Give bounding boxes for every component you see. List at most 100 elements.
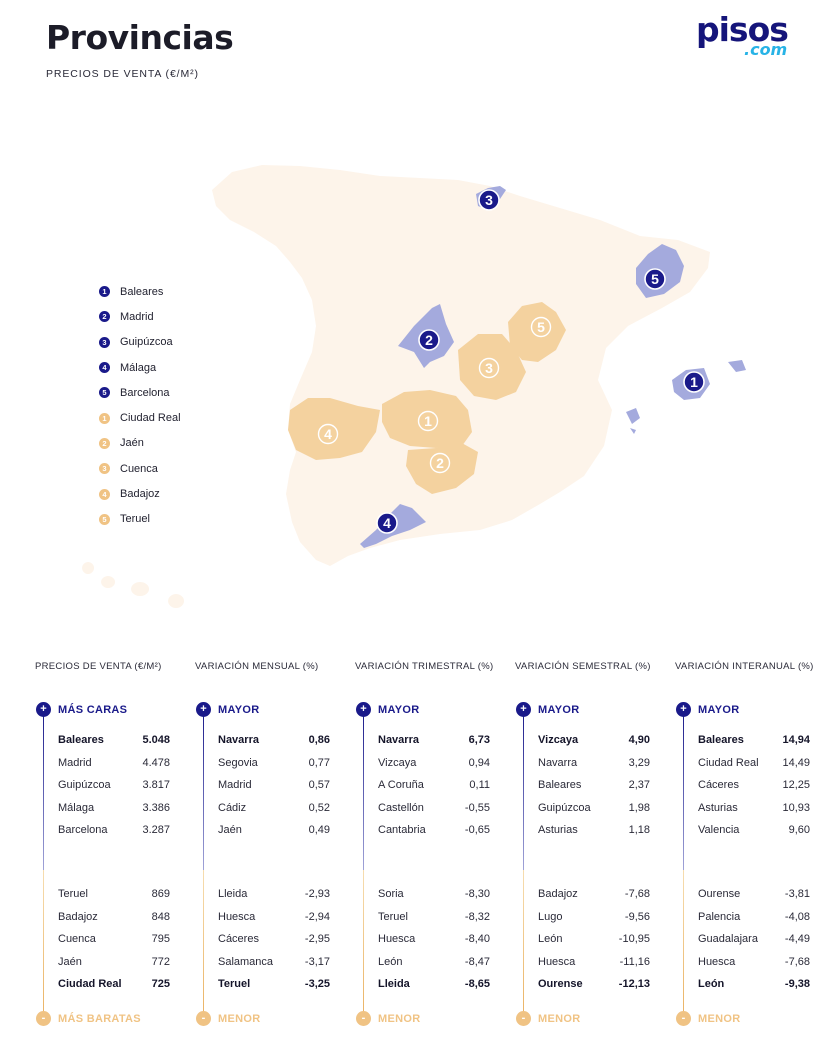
province-name: Vizcaya (538, 734, 579, 746)
province-name: A Coruña (378, 779, 424, 792)
province-value: -3,25 (304, 978, 330, 991)
province-value: -2,93 (304, 888, 330, 900)
column-line-top (203, 710, 204, 900)
province-name: Lleida (218, 888, 248, 900)
top-ranking-list: Vizcaya 4,90 Navarra 3,29 Baleares 2,37 Guipúz… (538, 733, 650, 846)
province-value: 4.478 (142, 756, 170, 769)
legend-label: Madrid (120, 310, 154, 323)
legend-number-badge: 5 (99, 387, 110, 399)
province-name: Madrid (218, 779, 252, 792)
province-value: 3.817 (142, 779, 170, 792)
ranking-row: Guipúzcoa 1,98 (538, 801, 650, 824)
province-name: Palencia (698, 910, 741, 923)
legend-label: Cuenca (120, 462, 158, 475)
plus-icon: + (356, 702, 371, 717)
top-ranking-list: Navarra 0,86 Segovia 0,77 Madrid 0,57 Cádiz 0,5… (218, 733, 330, 846)
map-marker-ja-n: 2 (429, 452, 451, 474)
province-value: 2,37 (628, 779, 650, 792)
column-variacion-semestral: VARIACIÓN SEMESTRAL (%) + - MAYOR MENOR Vizca… (515, 660, 665, 1040)
province-name: Navarra (538, 756, 578, 769)
province-value: 772 (151, 955, 170, 968)
column-line-bottom (683, 870, 684, 1020)
ranking-row: A Coruña 0,11 (378, 778, 490, 801)
ranking-row: Soria -8,30 (378, 887, 490, 910)
ranking-row: Lleida -8,65 (378, 977, 490, 1000)
ranking-row: Baleares 14,94 (698, 733, 810, 756)
map-marker-baleares: 1 (683, 371, 705, 393)
bottom-ranking-list: Soria -8,30 Teruel -8,32 Huesca -8,40 León -8,4… (378, 887, 490, 1000)
column-line-bottom (203, 870, 204, 1020)
province-name: Cádiz (218, 801, 247, 814)
legend-number-badge: 4 (99, 362, 110, 374)
ranking-row: Guipúzcoa 3.817 (58, 778, 170, 801)
map-marker-number: 3 (485, 192, 493, 208)
province-value: 0,57 (308, 779, 330, 792)
province-value: 0,11 (469, 779, 490, 792)
province-name: Soria (378, 888, 404, 900)
province-value: -4,49 (784, 933, 810, 946)
ranking-row: Lugo -9,56 (538, 910, 650, 933)
province-value: -11,16 (619, 955, 650, 968)
legend-item: 5 Barcelona (99, 380, 181, 405)
ranking-row: Badajoz 848 (58, 910, 170, 933)
column-line-top (523, 710, 524, 900)
legend-label: Teruel (120, 513, 150, 526)
logo-main-text: pisos (696, 10, 789, 49)
ranking-row: Navarra 6,73 (378, 733, 490, 756)
province-name: Asturias (698, 801, 738, 814)
minus-icon: - (356, 1011, 371, 1026)
map-marker-number: 3 (485, 360, 493, 376)
column-line-bottom (523, 870, 524, 1020)
legend-number-badge: 3 (99, 463, 110, 475)
legend-item: 3 Cuenca (99, 456, 181, 481)
province-value: -3,17 (304, 955, 330, 968)
minus-icon: - (196, 1011, 211, 1026)
province-value: 725 (151, 978, 170, 991)
legend-label: Guipúzcoa (120, 336, 173, 349)
plus-icon: + (676, 702, 691, 717)
bottom-ranking-list: Teruel 869 Badajoz 848 Cuenca 795 Jaén 772 Ciuda… (58, 887, 170, 1000)
minus-icon: - (36, 1011, 51, 1026)
map-marker-number: 1 (424, 413, 432, 429)
pisos-com-logo[interactable]: pisos .com (696, 10, 792, 66)
map-marker-m-laga: 4 (376, 512, 398, 534)
legend-item: 5 Teruel (99, 507, 181, 532)
legend-label: Ciudad Real (120, 412, 181, 425)
province-name: León (538, 933, 563, 946)
ranking-row: Madrid 4.478 (58, 756, 170, 779)
province-name: Cantabria (378, 824, 426, 837)
ranking-row: Segovia 0,77 (218, 756, 330, 779)
bottom-ranking-list: Lleida -2,93 Huesca -2,94 Cáceres -2,95 Salama… (218, 887, 330, 1000)
province-value: 14,94 (782, 734, 810, 746)
province-name: Ourense (698, 888, 741, 900)
column-bottom-label: MÁS BARATAS (58, 1013, 141, 1025)
ranking-row: Cádiz 0,52 (218, 801, 330, 824)
province-value: -8,65 (464, 978, 490, 991)
column-bottom-label: MENOR (538, 1013, 581, 1025)
province-name: Badajoz (58, 910, 98, 923)
ranking-row: Castellón -0,55 (378, 801, 490, 824)
page-subtitle: PRECIOS DE VENTA (€/M²) (46, 68, 199, 80)
map-marker-number: 5 (651, 271, 659, 287)
province-name: Jaén (58, 955, 82, 968)
logo-sub-text: .com (744, 40, 788, 59)
ranking-row: Ourense -3,81 (698, 887, 810, 910)
province-name: Salamanca (218, 955, 274, 968)
column-line-top (683, 710, 684, 900)
column-line-bottom (43, 870, 44, 1020)
ranking-row: Madrid 0,57 (218, 778, 330, 801)
legend-item: 1 Baleares (99, 279, 181, 304)
province-name: Teruel (218, 978, 251, 991)
ranking-row: Jaén 772 (58, 955, 170, 978)
province-value: -4,08 (784, 910, 810, 923)
column-line-top (43, 710, 44, 900)
top-ranking-list: Baleares 5.048 Madrid 4.478 Guipúzcoa 3.817 Má… (58, 733, 170, 846)
legend-label: Barcelona (120, 386, 170, 399)
map-marker-badajoz: 4 (317, 423, 339, 445)
plus-icon: + (196, 702, 211, 717)
province-name: León (698, 978, 725, 991)
province-name: Huesca (538, 955, 576, 968)
province-value: 5.048 (142, 734, 170, 746)
plus-icon: + (36, 702, 51, 717)
canary-hint (82, 562, 185, 608)
